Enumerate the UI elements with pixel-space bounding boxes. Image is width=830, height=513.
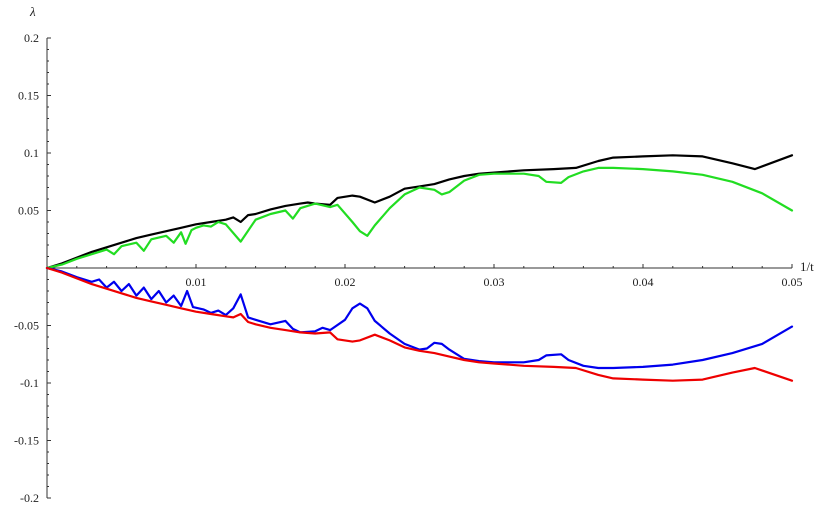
series-line-3 [45,266,794,382]
y-tick-label: -0.2 [20,491,39,505]
x-tick-label: 0.05 [782,275,803,289]
x-tick-label: 0.03 [484,275,505,289]
series-line-2 [45,266,794,370]
x-tick-label: 0.04 [633,275,654,289]
y-tick-label: -0.1 [20,376,39,390]
ticks: 0.01 0.02 0.03 0.04 0.05 0.2 0.15 0.1 0.05 -0.05 -… [14,31,803,505]
y-tick-label: 0.05 [18,204,39,218]
series-group [45,154,794,382]
x-tick-label: 0.02 [335,275,356,289]
series-line-1 [45,166,794,270]
y-tick-label: 0.15 [18,89,39,103]
y-tick-label: -0.15 [14,434,39,448]
y-tick-label: 0.1 [24,146,39,160]
axes [46,38,792,498]
x-tick-label: 0.01 [186,275,207,289]
x-axis-label: 1/t [800,259,814,274]
y-tick-label: -0.05 [14,319,39,333]
y-tick-label: 0.2 [24,31,39,45]
series-line-0 [45,154,794,270]
y-axis-label: λ [29,4,36,19]
